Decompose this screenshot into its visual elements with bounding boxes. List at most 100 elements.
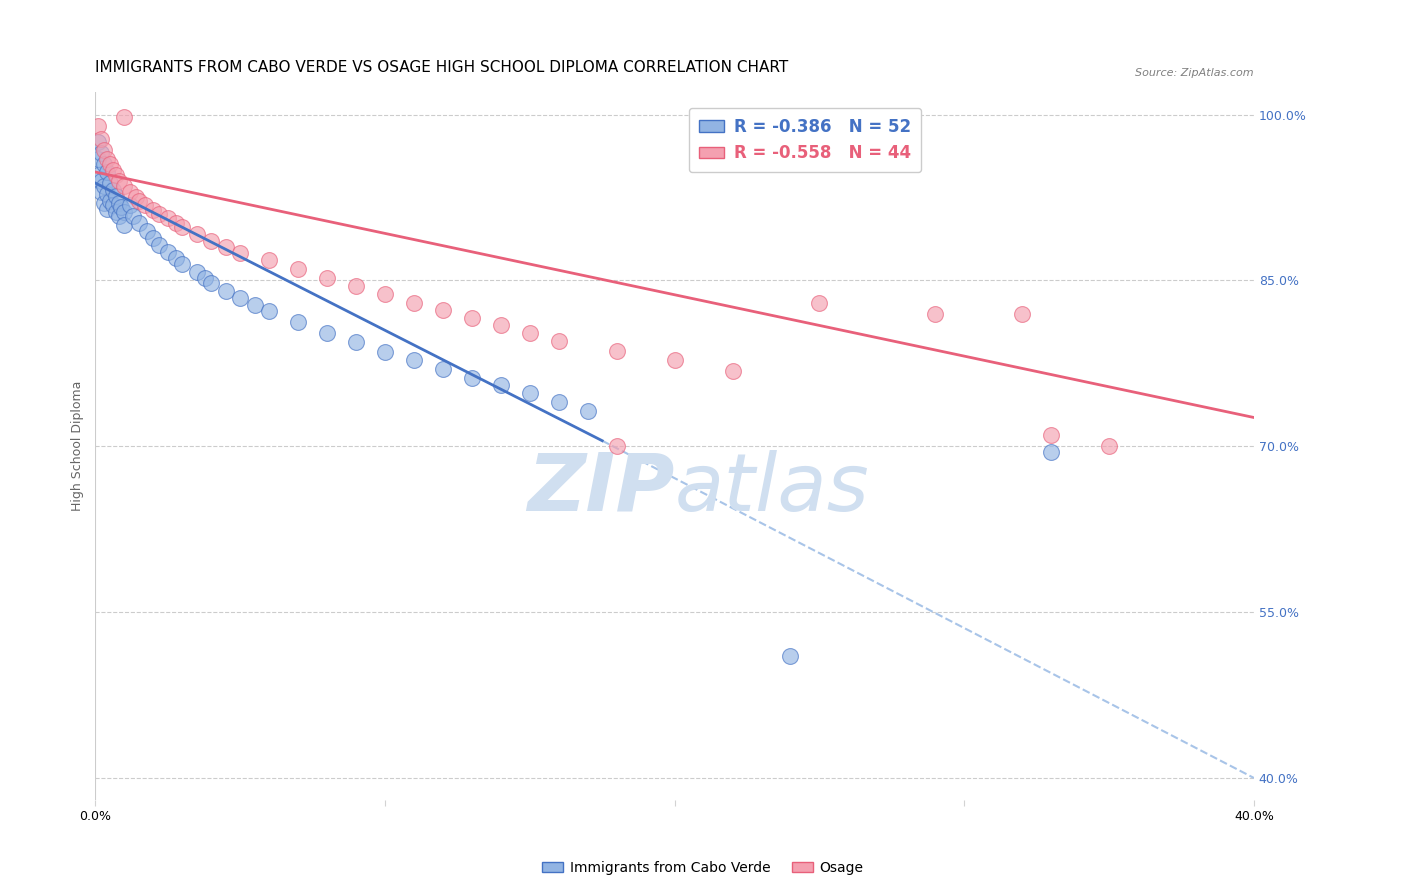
Point [107, 209, 129, 223]
Point [721, 364, 744, 378]
Point [489, 378, 512, 392]
Point [215, 285, 238, 299]
Point [461, 310, 484, 325]
Point [93, 157, 115, 171]
Point [136, 224, 159, 238]
Point [229, 291, 252, 305]
Point [344, 335, 367, 350]
Point [257, 304, 280, 318]
Point [107, 196, 129, 211]
Point [156, 211, 179, 226]
Text: ZIP: ZIP [527, 450, 675, 528]
Point [194, 271, 217, 285]
Point [98, 157, 121, 171]
Point [96, 187, 118, 202]
Point [96, 202, 118, 216]
Point [519, 386, 541, 401]
Point [172, 220, 194, 235]
Point [1098, 439, 1121, 453]
Point [112, 110, 135, 124]
Point [110, 201, 132, 215]
Point [93, 143, 115, 157]
Point [120, 185, 142, 199]
Point [243, 298, 266, 312]
Point [461, 370, 484, 384]
Point [93, 196, 115, 211]
Point [90, 185, 112, 199]
Point [98, 176, 121, 190]
Text: atlas: atlas [675, 450, 869, 528]
Point [432, 362, 454, 376]
Point [402, 353, 425, 368]
Point [87, 135, 110, 149]
Point [104, 189, 127, 203]
Point [316, 326, 339, 341]
Point [489, 318, 512, 332]
Point [128, 194, 150, 208]
Point [1040, 428, 1063, 442]
Point [165, 216, 187, 230]
Point [128, 216, 150, 230]
Point [287, 315, 309, 329]
Point [134, 198, 156, 212]
Point [664, 353, 686, 368]
Point [112, 218, 135, 232]
Point [1040, 444, 1063, 458]
Point [122, 209, 145, 223]
Point [87, 152, 110, 166]
Point [576, 404, 599, 418]
Point [96, 152, 118, 166]
Point [606, 344, 628, 359]
Point [200, 276, 222, 290]
Point [200, 234, 222, 248]
Point [1011, 307, 1033, 321]
Point [186, 264, 208, 278]
Point [101, 183, 124, 197]
Point [287, 262, 309, 277]
Point [229, 245, 252, 260]
Point [112, 179, 135, 194]
Point [104, 204, 127, 219]
Point [90, 146, 112, 161]
Point [779, 649, 801, 664]
Point [90, 174, 112, 188]
Point [215, 240, 238, 254]
Point [374, 345, 396, 359]
Point [120, 198, 142, 212]
Point [98, 194, 121, 208]
Legend: Immigrants from Cabo Verde, Osage: Immigrants from Cabo Verde, Osage [537, 855, 869, 880]
Point [104, 169, 127, 183]
Point [125, 190, 148, 204]
Point [924, 307, 946, 321]
Point [96, 165, 118, 179]
Text: Source: ZipAtlas.com: Source: ZipAtlas.com [1135, 69, 1254, 78]
Legend: R = -0.386   N = 52, R = -0.558   N = 44: R = -0.386 N = 52, R = -0.558 N = 44 [689, 108, 921, 172]
Point [606, 439, 628, 453]
Point [186, 227, 208, 241]
Point [101, 198, 124, 212]
Point [808, 295, 831, 310]
Point [107, 174, 129, 188]
Point [172, 257, 194, 271]
Point [316, 271, 339, 285]
Point [93, 179, 115, 194]
Text: IMMIGRANTS FROM CABO VERDE VS OSAGE HIGH SCHOOL DIPLOMA CORRELATION CHART: IMMIGRANTS FROM CABO VERDE VS OSAGE HIGH… [96, 60, 789, 75]
Point [519, 326, 541, 341]
Point [148, 207, 170, 221]
Point [257, 253, 280, 268]
Point [112, 204, 135, 219]
Point [402, 295, 425, 310]
Y-axis label: High School Diploma: High School Diploma [72, 381, 84, 511]
Point [374, 286, 396, 301]
Point [344, 279, 367, 293]
Point [156, 244, 179, 259]
Point [547, 395, 569, 409]
Point [87, 119, 110, 133]
Point [90, 132, 112, 146]
Point [165, 252, 187, 266]
Point [101, 162, 124, 177]
Point [547, 334, 569, 349]
Point [87, 169, 110, 183]
Point [142, 202, 165, 217]
Point [148, 238, 170, 252]
